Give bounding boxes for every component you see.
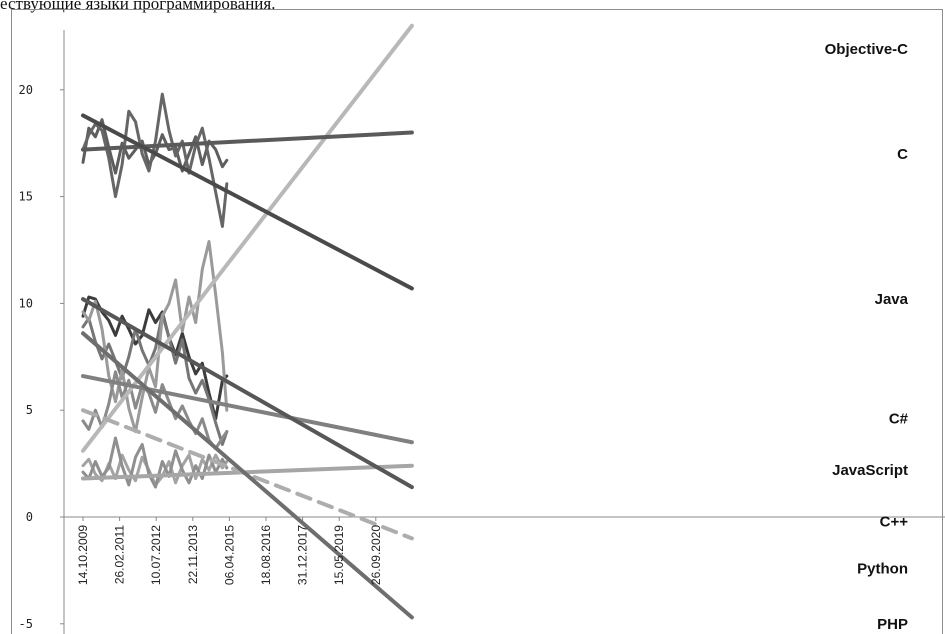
trend-line-c [81,130,414,152]
series-label: JavaScript [832,462,908,479]
series-label: Objective-C [825,41,909,58]
trend-line-c- [81,374,414,445]
y-tick-label: 15 [19,190,33,204]
x-tick-label: 10.07.2012 [149,525,163,585]
x-tick-label: 06.04.2015 [222,525,236,585]
series-label: PHP [877,616,908,633]
trend-line-javascript [81,463,414,481]
y-tick-label: 5 [26,403,33,417]
x-tick-label: 31.12.2017 [296,525,310,585]
trend-lines [81,23,414,620]
measured-series-line [81,92,229,228]
axes [60,30,945,634]
measured-series-line [81,370,229,451]
plot-frame [11,9,943,634]
x-tick-label: 18.08.2016 [259,525,273,585]
y-tick-label: 20 [19,83,33,97]
y-tick-label: 10 [19,296,33,310]
measured-series-line [81,436,229,489]
x-tick-label: 14.10.2009 [76,525,90,585]
x-tick-label: 22.11.2013 [186,525,200,584]
measured-series-line [81,295,229,421]
y-tick-label: -5 [19,617,33,631]
trend-line-php [81,331,414,620]
trend-line-java [81,113,414,291]
series-label: C++ [880,513,909,530]
series-label: C# [889,411,909,428]
y-tick-label: 0 [26,510,33,524]
x-tick-labels: 14.10.2009 26.02.2011 10.07.2012 22.11.2013… [76,525,383,585]
measured-series-line [81,312,229,446]
series-labels: Objective-C C Java C# JavaScript C++ Python PHP [825,41,909,633]
y-tick-labels: -5 0 5 10 15 20 [19,83,33,631]
measured-series-line [81,240,229,434]
series-label: C [897,146,908,163]
series-label: Python [857,560,908,577]
trend-line-python [81,297,414,490]
x-tick-label: 15.05.2019 [332,525,346,585]
series-label: Java [875,291,909,308]
x-tick-label: 26.09.2020 [369,525,383,585]
x-tick-label: 26.02.2011 [113,525,127,584]
